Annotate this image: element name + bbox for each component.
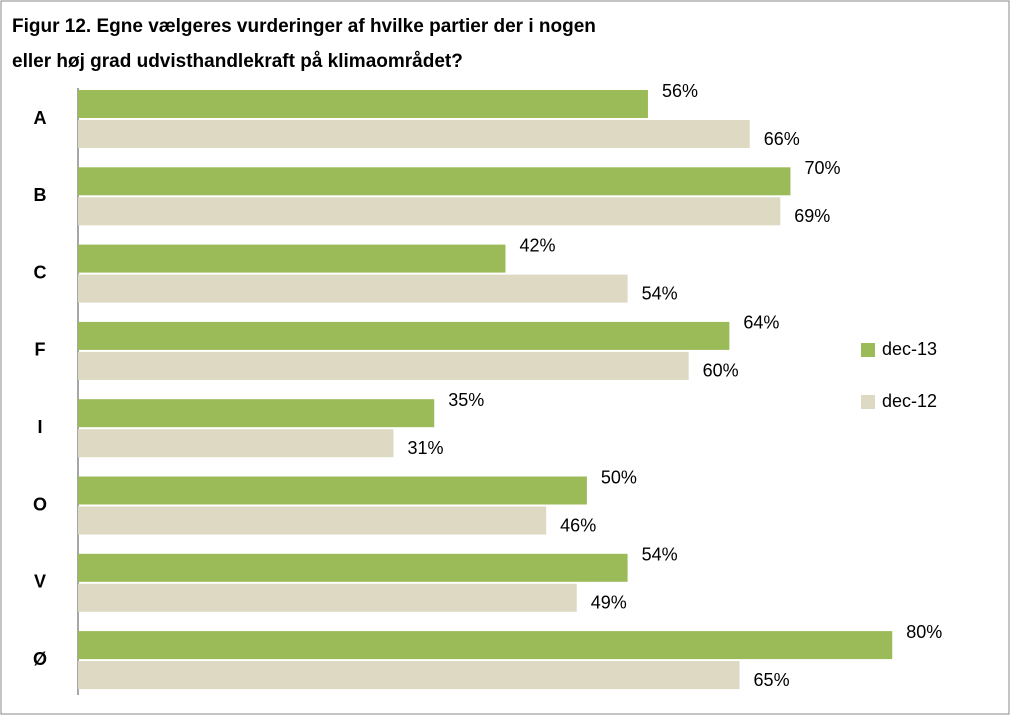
bar (78, 429, 394, 458)
bar (78, 167, 791, 196)
bar (78, 476, 587, 505)
value-label: 54% (642, 283, 678, 303)
legend-label: dec-12 (882, 391, 937, 411)
category-label: V (34, 572, 46, 592)
bar (78, 399, 435, 428)
value-label: 46% (560, 515, 596, 535)
bar (78, 274, 628, 303)
value-label: 80% (906, 622, 942, 642)
value-label: 60% (703, 361, 739, 381)
value-label: 50% (601, 467, 637, 487)
bar (78, 90, 648, 118)
category-label: Ø (33, 649, 47, 669)
category-label: I (37, 417, 42, 437)
bar (78, 197, 781, 226)
chart-title: eller høj grad udvisthandlekraft på klim… (12, 51, 463, 72)
bar (78, 120, 750, 148)
bar (78, 351, 689, 380)
bar (78, 244, 506, 273)
category-label: O (33, 494, 47, 514)
value-label: 54% (642, 545, 678, 565)
legend-label: dec-13 (882, 339, 937, 359)
value-label: 65% (754, 670, 790, 690)
value-label: 42% (519, 235, 555, 255)
bar (78, 631, 893, 660)
bar (78, 553, 628, 582)
value-label: 56% (662, 81, 698, 101)
category-label: B (34, 185, 47, 205)
value-label: 49% (591, 593, 627, 613)
value-label: 70% (804, 158, 840, 178)
legend-swatch (861, 343, 875, 357)
bar (78, 321, 730, 350)
category-label: F (35, 340, 46, 360)
value-label: 35% (448, 390, 484, 410)
bar (78, 583, 577, 612)
legend-swatch (861, 395, 875, 409)
category-label: C (34, 262, 47, 282)
category-label: A (34, 108, 47, 128)
value-label: 66% (764, 129, 800, 149)
value-label: 31% (408, 438, 444, 458)
bar (78, 506, 547, 535)
value-label: 69% (794, 206, 830, 226)
bar (78, 661, 740, 690)
chart-title: Figur 12. Egne vælgeres vurderinger af h… (12, 16, 596, 37)
value-label: 64% (743, 313, 779, 333)
